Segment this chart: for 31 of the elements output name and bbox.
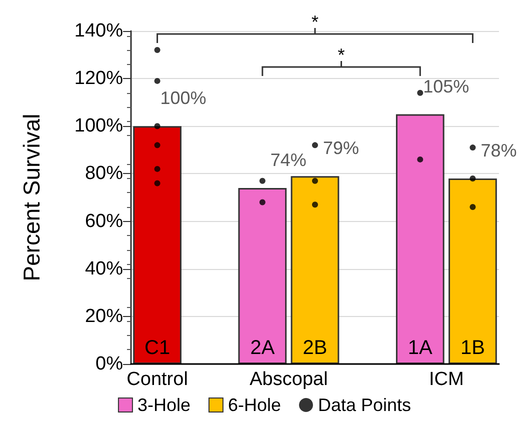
y-tick-label: 120% xyxy=(74,68,124,90)
bar xyxy=(238,188,287,364)
x-tick-label: 2A xyxy=(250,337,276,359)
data-label: 105% xyxy=(423,76,470,96)
text: Abscopal xyxy=(250,369,328,390)
x-tick-label: C1 xyxy=(144,337,170,359)
x-tick-label: 2B xyxy=(302,337,328,359)
data-label: 78% xyxy=(480,140,517,160)
data-label: 74% xyxy=(270,150,306,170)
text: ICM xyxy=(429,369,464,390)
x-tick-label: 1A xyxy=(408,337,434,359)
legend-label: 3-Hole xyxy=(137,395,190,415)
legend-label: Data Points xyxy=(318,395,412,415)
y-axis-title: Percent Survival xyxy=(18,114,44,282)
data-label: 100% xyxy=(160,88,206,108)
annotation: * xyxy=(311,12,319,32)
bar xyxy=(448,178,497,364)
text: Control xyxy=(126,369,188,390)
legend-label: 6-Hole xyxy=(228,395,282,415)
data-label: 79% xyxy=(322,138,360,158)
y-tick-label: 80% xyxy=(84,163,124,184)
annotation: * xyxy=(338,45,345,65)
y-tick-label: 60% xyxy=(84,210,124,232)
x-tick-label: 1B xyxy=(460,337,485,359)
y-tick-label: 0% xyxy=(96,354,124,374)
bar xyxy=(396,114,444,364)
y-tick-label: 140% xyxy=(74,20,124,42)
y-tick-label: 40% xyxy=(84,258,124,280)
bar xyxy=(290,176,340,364)
y-tick-label: 100% xyxy=(74,116,124,137)
y-tick-label: 20% xyxy=(84,306,124,327)
